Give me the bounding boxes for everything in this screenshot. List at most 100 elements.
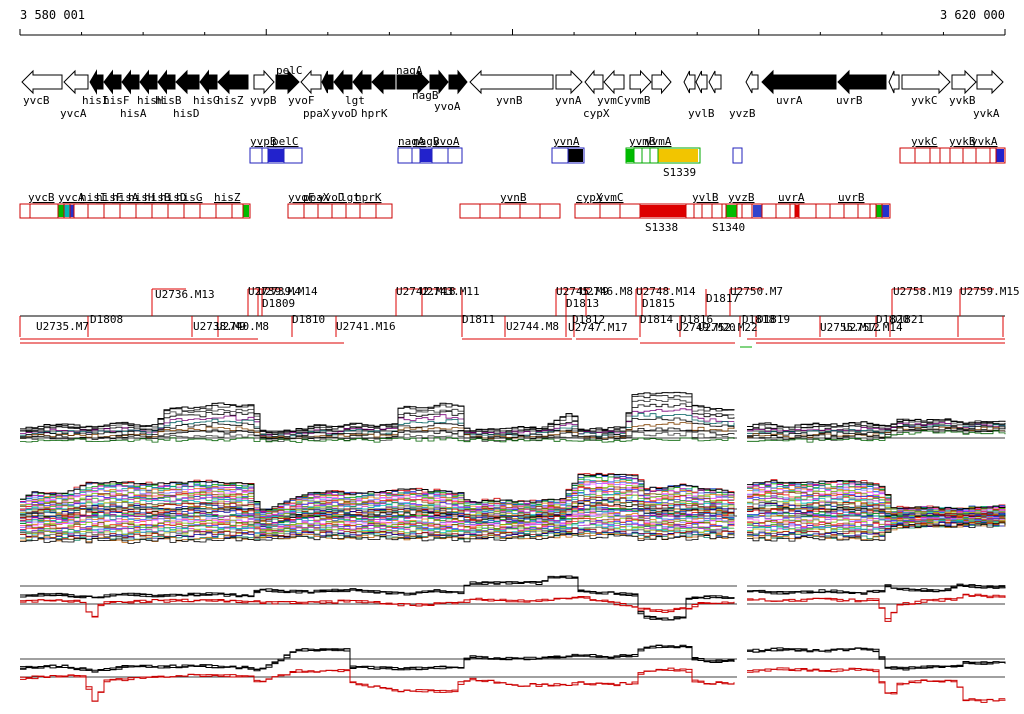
tu-label[interactable]: D1816 (680, 313, 713, 326)
probe-label[interactable]: hprK (355, 191, 382, 204)
probe-label[interactable]: nagA (398, 135, 425, 148)
gene-arrow-yvnB[interactable] (469, 69, 554, 95)
probe-label[interactable]: yvoA (433, 135, 460, 148)
probe-box[interactable] (949, 147, 1006, 164)
tu-label[interactable]: U2755.M12 (820, 321, 880, 334)
tu-label[interactable]: U2752.M22 (698, 321, 758, 334)
tu-label[interactable]: U2744.M8 (506, 320, 559, 333)
tu-label[interactable]: U2750.M7 (730, 285, 783, 298)
gene-arrow-hisB[interactable] (157, 69, 176, 95)
tu-label[interactable]: D1820 (876, 313, 909, 326)
gene-arrow-yvkB[interactable] (951, 69, 977, 95)
probe-label[interactable]: ppaX (303, 191, 330, 204)
tu-label[interactable]: U2745.M9 (556, 285, 609, 298)
gene-arrow-nagB[interactable] (429, 69, 449, 95)
tu-label[interactable]: D1808 (90, 313, 123, 326)
gene-arrow-hisD[interactable] (175, 69, 200, 95)
tu-label[interactable]: U2736.M13 (155, 288, 215, 301)
probe-label[interactable]: hisD (160, 191, 187, 204)
probe-label[interactable]: yvpB (250, 135, 277, 148)
gene-arrow-yvpB[interactable] (253, 69, 275, 95)
probe-box[interactable] (19, 203, 251, 219)
probe-label[interactable]: hisA (112, 191, 139, 204)
gene-arrow-yvlC[interactable] (708, 70, 722, 94)
tu-label[interactable]: D1821 (891, 313, 924, 326)
probe-box[interactable] (287, 203, 393, 219)
tu-label[interactable]: U2742.M18 (396, 285, 456, 298)
tu-label[interactable]: U2741.M16 (336, 320, 396, 333)
tu-label[interactable]: D1817 (706, 292, 739, 305)
tu-label[interactable]: D1809 (262, 297, 295, 310)
gene-arrow-yvmC[interactable] (603, 69, 625, 95)
probe-label[interactable]: yvoF (288, 191, 315, 204)
probe-label[interactable]: yvkA (971, 135, 998, 148)
gene-arrow-lgt[interactable] (352, 69, 372, 95)
gene-arrow-yvlA[interactable] (683, 70, 696, 94)
probe-box[interactable] (574, 203, 641, 219)
probe-label[interactable]: yvnA (553, 135, 580, 148)
tu-label[interactable]: U2747.M17 (568, 321, 628, 334)
gene-arrow-yvmA[interactable] (651, 69, 672, 95)
probe-label[interactable]: yvmC (597, 191, 624, 204)
gene-arrow-yvzB[interactable] (745, 70, 759, 94)
probe-label[interactable]: nagB (413, 135, 440, 148)
gene-arrow-yvoF[interactable] (300, 69, 322, 95)
gene-arrow-yvoA[interactable] (448, 69, 468, 95)
tu-label[interactable]: U2738.M9 (193, 320, 246, 333)
probe-label[interactable]: lgt (340, 191, 360, 204)
tu-label[interactable]: U2739.M14 (258, 285, 318, 298)
tu-label[interactable]: U2739.M4 (248, 285, 301, 298)
gene-arrow-yvmB[interactable] (629, 69, 652, 95)
gene-arrow-yvcA[interactable] (63, 69, 89, 95)
tu-label[interactable]: D1813 (566, 297, 599, 310)
gene-arrow-yvcB[interactable] (21, 69, 63, 95)
gene-arrow-yvlB[interactable] (695, 70, 708, 94)
tu-label[interactable]: D1818 (742, 313, 775, 326)
tu-label[interactable]: D1810 (292, 313, 325, 326)
gene-arrow-yvnA[interactable] (555, 69, 583, 95)
gene-arrow-uvrB[interactable] (837, 69, 887, 95)
tu-label[interactable]: D1819 (757, 313, 790, 326)
probe-label[interactable]: yvcA (58, 191, 85, 204)
gene-arrow-cypX[interactable] (584, 69, 604, 95)
tu-label[interactable]: D1814 (640, 313, 673, 326)
gene-arrow-pelC[interactable] (275, 69, 300, 95)
gene-arrow-yvkA[interactable] (976, 69, 1004, 95)
gene-arrow-hisH[interactable] (139, 69, 158, 95)
probe-box[interactable] (732, 147, 743, 164)
gene-arrow-yvkN[interactable] (888, 70, 900, 94)
tu-label[interactable]: U2749.M20 (676, 321, 736, 334)
probe-label[interactable]: hisH (128, 191, 155, 204)
probe-label[interactable]: hisB (144, 191, 171, 204)
probe-label[interactable]: yvcB (28, 191, 55, 204)
probe-label[interactable]: yvnB (500, 191, 527, 204)
probe-box[interactable] (459, 203, 561, 219)
probe-label[interactable]: yvoD (318, 191, 345, 204)
gene-arrow-hisI[interactable] (89, 69, 104, 95)
tu-label[interactable]: D1812 (572, 313, 605, 326)
probe-label[interactable]: yvmA (645, 135, 672, 148)
probe-label[interactable]: yvzB (728, 191, 755, 204)
gene-arrow-hprK[interactable] (371, 69, 396, 95)
tu-label[interactable]: U2758.M19 (893, 285, 953, 298)
tu-label[interactable]: U2743.M11 (420, 285, 480, 298)
probe-label[interactable]: yvkC (911, 135, 938, 148)
probe-label[interactable]: hisG (176, 191, 203, 204)
gene-arrow-hisF[interactable] (103, 69, 122, 95)
gene-arrow-hisZ[interactable] (217, 69, 249, 95)
tu-label[interactable]: U2740.M8 (216, 320, 269, 333)
tu-label[interactable]: U2735.M7 (36, 320, 89, 333)
probe-label[interactable]: hisZ (214, 191, 241, 204)
gene-arrow-uvrA[interactable] (761, 69, 837, 95)
gene-arrow-hisA[interactable] (121, 69, 140, 95)
probe-label[interactable]: uvrB (838, 191, 865, 204)
gene-arrow-hisG[interactable] (199, 69, 218, 95)
tu-label[interactable]: U2748.M14 (636, 285, 696, 298)
probe-label[interactable]: hisF (96, 191, 123, 204)
gene-arrow-yvoD[interactable] (333, 69, 353, 95)
gene-arrow-yvkC[interactable] (901, 69, 951, 95)
tu-label[interactable]: U2746.M8 (580, 285, 633, 298)
tu-label[interactable]: D1815 (642, 297, 675, 310)
probe-label[interactable]: pelC (272, 135, 299, 148)
gene-arrow-ppaX[interactable] (321, 70, 334, 94)
